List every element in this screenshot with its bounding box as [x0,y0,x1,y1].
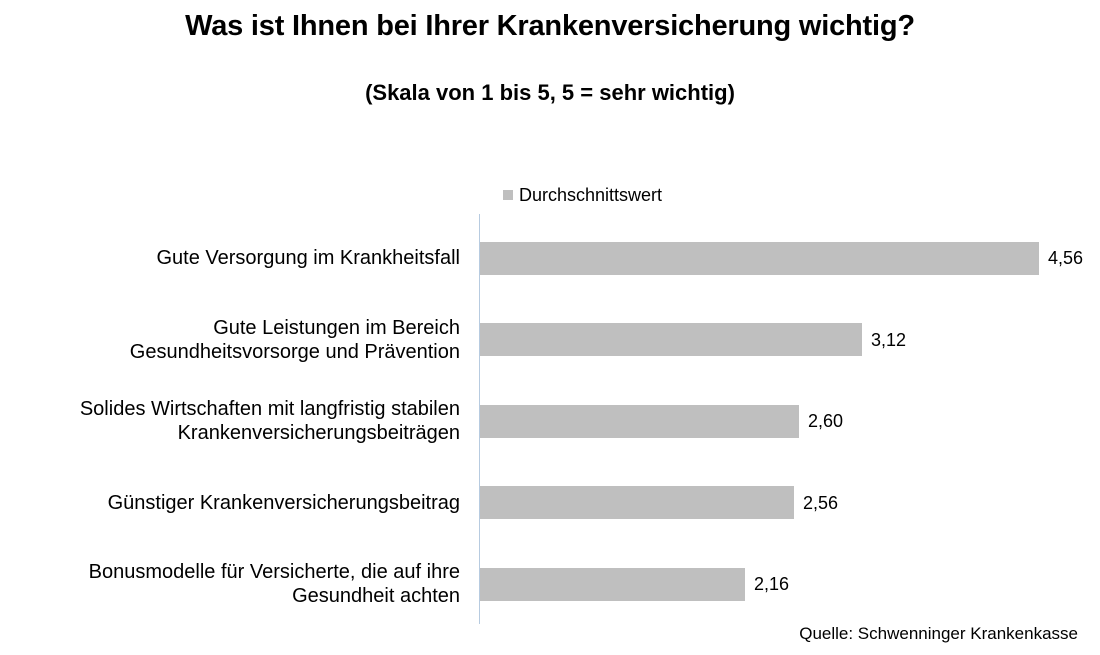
data-label: 3,12 [871,330,907,350]
category-label: Gute Versorgung im Krankheitsfall [0,246,461,270]
bar [480,405,799,438]
chart-title: Was ist Ihnen bei Ihrer Krankenversicher… [185,10,915,42]
category-label-line: Gesundheitsvorsorge und Prävention [129,341,460,363]
category-label: Solides Wirtschaften mit langfristig sta… [0,397,460,445]
category-label-line: Solides Wirtschaften mit langfristig sta… [79,398,460,420]
bar [480,323,862,356]
category-axis-line [479,214,480,624]
category-label-line: Gesundheit achten [292,585,460,607]
category-label-line: Günstiger Krankenversicherungsbeitrag [107,492,460,514]
chart-subtitle: (Skala von 1 bis 5, 5 = sehr wichtig) [365,80,735,105]
category-label: Bonusmodelle für Versicherte, die auf ih… [0,560,460,608]
source-note: Quelle: Schwenninger Krankenkasse [799,624,1078,643]
data-label: 2,56 [803,493,839,513]
category-label: Gute Leistungen im Bereich Gesundheitsvor… [0,316,460,364]
legend: Durchschnittswert [503,184,662,206]
bar [480,242,1039,275]
category-label-line: Krankenversicherungsbeiträgen [177,422,460,444]
data-label: 2,60 [808,411,844,431]
category-label-line: Gute Leistungen im Bereich [213,317,460,339]
bar [480,568,745,601]
legend-swatch [503,190,513,200]
data-label: 2,16 [754,574,790,594]
category-label-line: Bonusmodelle für Versicherte, die auf ih… [88,561,460,583]
legend-label: Durchschnittswert [519,184,663,205]
bar [480,486,794,519]
data-label: 4,56 [1048,248,1084,268]
category-label: Günstiger Krankenversicherungsbeitrag [0,491,460,515]
category-label-line: Gute Versorgung im Krankheitsfall [156,247,461,269]
